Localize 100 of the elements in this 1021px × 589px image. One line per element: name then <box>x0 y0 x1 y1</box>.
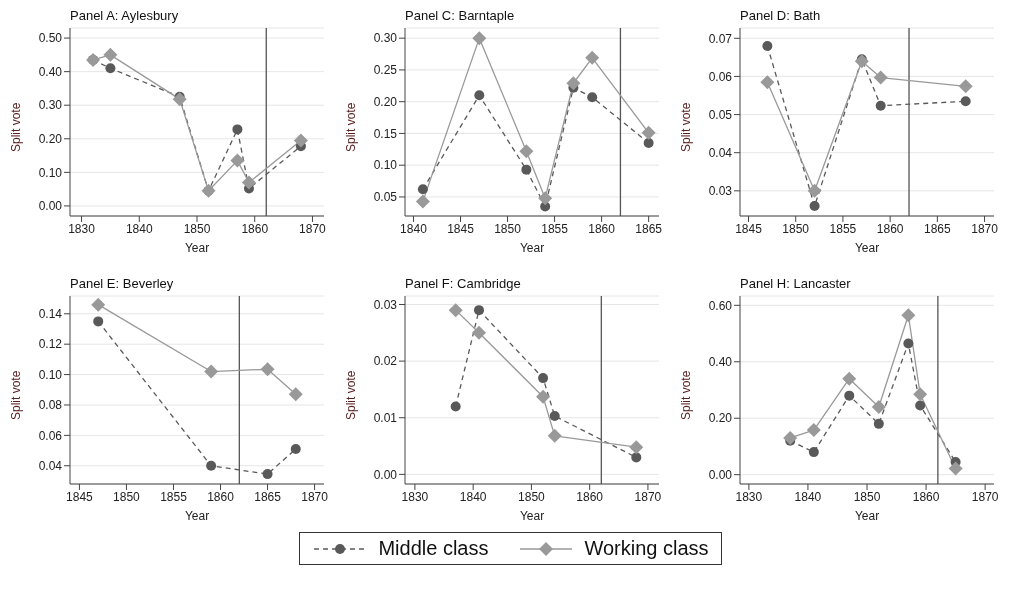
chart-title: Panel H: Lancaster <box>740 276 851 291</box>
x-axis-title: Year <box>184 241 210 255</box>
y-tick-label: 0.20 <box>373 94 398 109</box>
y-tick-label: 0.30 <box>38 98 63 113</box>
x-tick-label: 1865 <box>254 489 282 504</box>
point <box>901 308 916 323</box>
y-tick-label: 0.03 <box>373 297 398 312</box>
point <box>629 440 644 455</box>
y-tick-label: 0.06 <box>38 428 63 443</box>
point <box>587 92 598 103</box>
point <box>538 373 549 384</box>
point <box>288 387 303 402</box>
point <box>538 191 553 206</box>
point <box>262 469 273 480</box>
y-tick-label: 0.14 <box>38 307 63 322</box>
x-tick-label: 1870 <box>299 221 327 236</box>
legend-label: Working class <box>584 537 709 560</box>
point <box>472 31 487 46</box>
x-tick-label: 1845 <box>66 489 94 504</box>
y-tick-label: 0.05 <box>373 190 398 205</box>
point <box>448 303 463 318</box>
x-tick-label: 1845 <box>735 221 763 236</box>
point <box>450 401 461 412</box>
point <box>474 90 485 101</box>
point <box>241 175 256 190</box>
point <box>808 447 819 458</box>
point <box>290 444 301 455</box>
point <box>230 153 245 168</box>
chart-title: Panel F: Cambridge <box>405 276 521 291</box>
point <box>521 164 532 175</box>
x-tick-label: 1855 <box>829 221 857 236</box>
x-tick-label: 1830 <box>401 489 429 504</box>
x-tick-label: 1860 <box>241 221 269 236</box>
x-tick-label: 1870 <box>301 489 329 504</box>
y-tick-label: 0.00 <box>373 467 398 482</box>
point <box>915 400 926 411</box>
x-tick-label: 1850 <box>494 221 522 236</box>
point <box>643 137 654 148</box>
point <box>960 96 971 107</box>
x-tick-label: 1830 <box>68 221 96 236</box>
x-tick-label: 1840 <box>400 221 428 236</box>
y-tick-label: 0.07 <box>708 31 733 46</box>
y-tick-label: 0.20 <box>708 411 733 426</box>
y-tick-label: 0.01 <box>373 411 398 426</box>
point <box>260 362 275 377</box>
y-tick-label: 0.12 <box>38 337 63 352</box>
x-tick-label: 1860 <box>588 221 616 236</box>
point <box>844 390 855 401</box>
point <box>519 144 534 159</box>
y-tick-label: 0.40 <box>708 355 733 370</box>
point <box>549 411 560 422</box>
x-tick-label: 1850 <box>518 489 546 504</box>
y-tick-label: 0.10 <box>373 158 398 173</box>
point <box>293 133 308 148</box>
chart-title: Panel A: Aylesbury <box>70 8 179 23</box>
y-tick-label: 0.20 <box>38 132 63 147</box>
point <box>875 100 886 111</box>
y-tick-label: 0.05 <box>708 107 733 122</box>
y-tick-label: 0.00 <box>38 199 63 214</box>
y-tick-label: 0.08 <box>38 398 63 413</box>
point <box>783 430 798 445</box>
y-axis-title: Split vote <box>9 370 24 420</box>
point <box>415 194 430 209</box>
point <box>473 305 484 316</box>
x-tick-label: 1840 <box>459 489 487 504</box>
y-axis-title: Split vote <box>679 102 694 152</box>
point <box>842 371 857 386</box>
x-tick-label: 1870 <box>971 489 999 504</box>
point <box>873 418 884 429</box>
point <box>471 325 486 340</box>
y-tick-label: 0.04 <box>708 145 733 160</box>
point <box>172 92 187 107</box>
x-tick-label: 1860 <box>876 221 904 236</box>
x-tick-label: 1865 <box>635 221 663 236</box>
point <box>913 387 928 402</box>
chart-title: Panel D: Bath <box>740 8 821 23</box>
x-tick-label: 1855 <box>541 221 569 236</box>
point <box>536 389 551 404</box>
chart-title: Panel C: Barntaple <box>405 8 515 23</box>
x-tick-label: 1850 <box>113 489 141 504</box>
x-tick-label: 1870 <box>634 489 662 504</box>
point <box>871 399 886 414</box>
x-axis-title: Year <box>519 241 545 255</box>
x-tick-label: 1865 <box>923 221 952 236</box>
point <box>760 75 775 90</box>
x-tick-label: 1860 <box>912 489 940 504</box>
x-tick-label: 1845 <box>447 221 475 236</box>
x-tick-label: 1840 <box>125 221 153 236</box>
point <box>204 364 219 379</box>
y-tick-label: 0.15 <box>373 126 398 141</box>
point <box>873 70 888 85</box>
point <box>585 50 600 65</box>
y-tick-label: 0.40 <box>38 64 63 79</box>
point <box>105 63 116 74</box>
x-tick-label: 1855 <box>160 489 188 504</box>
point <box>103 47 118 62</box>
y-tick-label: 0.03 <box>708 184 733 199</box>
y-tick-label: 0.30 <box>373 31 398 46</box>
x-axis-title: Year <box>854 241 880 255</box>
point <box>762 40 773 51</box>
